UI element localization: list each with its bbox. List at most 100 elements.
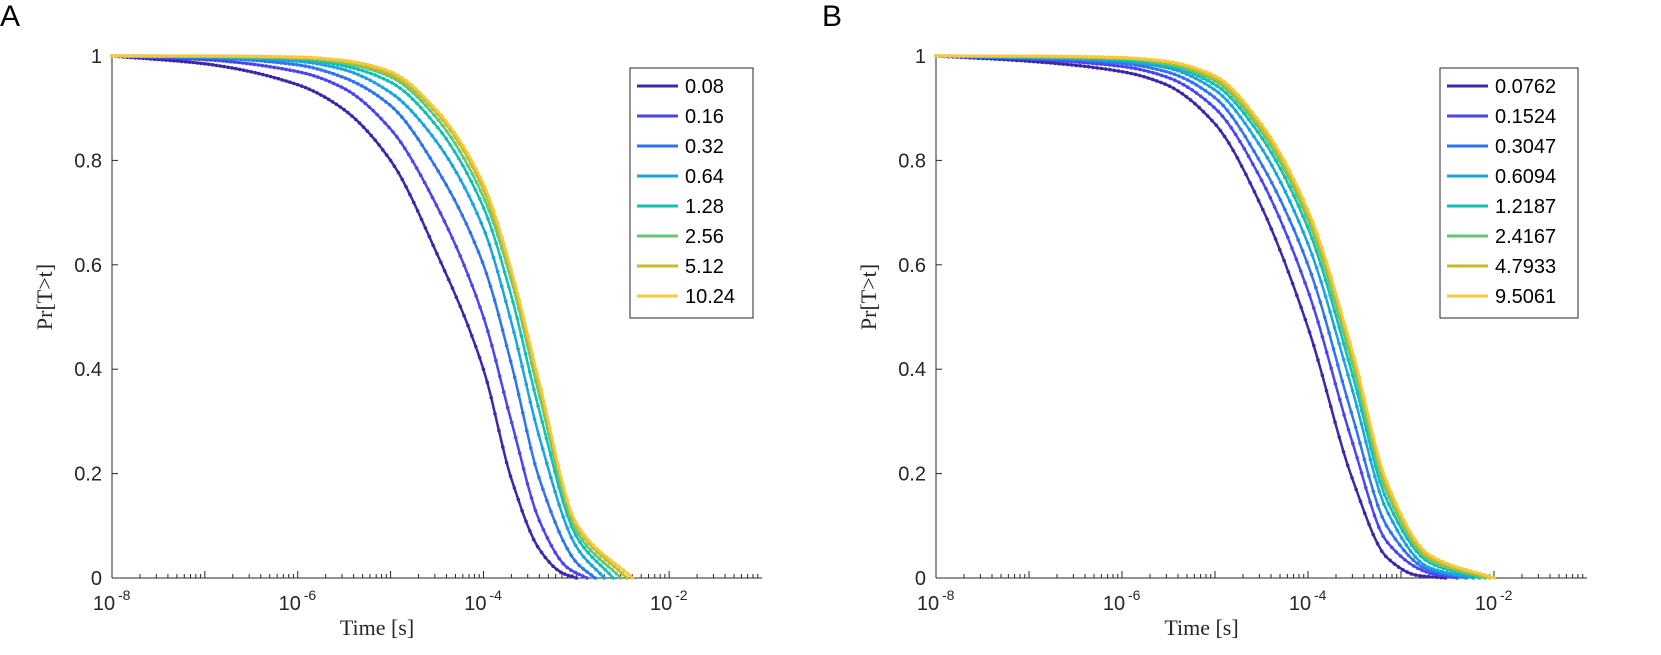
series-point	[1384, 554, 1388, 559]
series-point	[244, 61, 249, 66]
series-point	[511, 300, 515, 304]
series-point	[1487, 574, 1492, 579]
series-point	[305, 55, 309, 60]
series-point	[525, 482, 530, 486]
series-point	[338, 105, 343, 109]
series-point	[1269, 150, 1273, 155]
series-point	[1283, 189, 1288, 194]
series-point	[365, 129, 370, 133]
series-point	[1405, 536, 1409, 541]
series-point	[994, 54, 999, 58]
series-point	[533, 462, 537, 466]
series-point	[397, 97, 401, 101]
series-point	[581, 567, 585, 571]
series-point	[470, 283, 474, 288]
series-point	[1303, 317, 1308, 322]
series-point	[431, 243, 435, 248]
series-point	[1385, 540, 1390, 545]
series-point	[598, 563, 603, 568]
series-point	[335, 57, 340, 62]
series-point	[1294, 257, 1299, 262]
series-point	[607, 571, 611, 576]
series-point	[545, 536, 550, 540]
series-point	[350, 114, 354, 118]
series-point	[175, 54, 179, 58]
series-point	[491, 255, 496, 260]
y-tick-label: 0	[915, 568, 926, 590]
series-point	[494, 241, 499, 246]
series-point	[1303, 280, 1307, 285]
series-point	[1138, 56, 1143, 61]
series-point	[1492, 576, 1496, 580]
series-point	[1260, 136, 1264, 141]
series-point	[457, 149, 462, 153]
series-point	[565, 498, 569, 502]
series-point	[1273, 143, 1278, 147]
series-point	[1283, 175, 1287, 179]
series-point	[482, 206, 486, 210]
series-point	[499, 284, 504, 289]
series-point	[478, 305, 482, 309]
series-point	[187, 60, 192, 64]
series-point	[1292, 227, 1296, 232]
series-point	[1377, 525, 1381, 529]
series-point	[569, 511, 574, 515]
series-point	[1213, 74, 1217, 78]
series-point	[512, 486, 517, 490]
series-point	[1036, 60, 1040, 64]
series-point	[1296, 203, 1301, 208]
series-point	[372, 91, 376, 95]
series-point	[1417, 559, 1422, 564]
series-point	[1376, 452, 1380, 456]
series-point	[1299, 305, 1303, 310]
series-point	[1087, 65, 1091, 69]
series-point	[483, 231, 488, 235]
series-point	[1282, 258, 1286, 263]
series-point	[477, 196, 482, 201]
series-point	[1338, 307, 1343, 312]
series-point	[532, 387, 536, 392]
series-point	[1065, 62, 1070, 67]
series-point	[359, 98, 364, 102]
series-point	[1409, 572, 1414, 576]
series-point	[1259, 122, 1264, 126]
series-point	[1031, 59, 1036, 64]
series-point	[1190, 65, 1194, 69]
y-tick-label: 1	[915, 46, 926, 68]
series-point	[410, 97, 415, 101]
series-point	[405, 79, 409, 83]
series-point	[569, 535, 574, 540]
series-point	[1201, 109, 1206, 114]
series-point	[1212, 105, 1216, 109]
series-point	[1417, 543, 1422, 548]
series-point	[1319, 280, 1323, 284]
series-point	[322, 56, 327, 61]
series-point	[1048, 61, 1053, 65]
series-point	[1404, 543, 1408, 547]
series-point	[367, 105, 372, 109]
series-point	[508, 359, 513, 364]
series-point	[1450, 563, 1454, 568]
series-point	[589, 548, 593, 553]
series-point	[1188, 98, 1193, 102]
series-point	[418, 90, 422, 95]
series-point	[1193, 76, 1198, 81]
series-point	[1180, 62, 1185, 66]
series-point	[1074, 63, 1078, 68]
series-point	[1159, 68, 1164, 73]
series-point	[1375, 503, 1380, 508]
series-point	[1272, 205, 1277, 209]
series-point	[1227, 141, 1231, 145]
series-point	[308, 72, 312, 77]
series-point	[602, 576, 606, 580]
series-point	[379, 116, 383, 121]
series-point	[343, 76, 348, 80]
series-point	[573, 570, 577, 575]
series-point	[1310, 253, 1314, 257]
series-point	[390, 81, 394, 85]
series-point	[1212, 95, 1217, 99]
series-point	[1146, 69, 1151, 74]
series-point	[541, 527, 546, 532]
series-point	[1092, 55, 1096, 59]
